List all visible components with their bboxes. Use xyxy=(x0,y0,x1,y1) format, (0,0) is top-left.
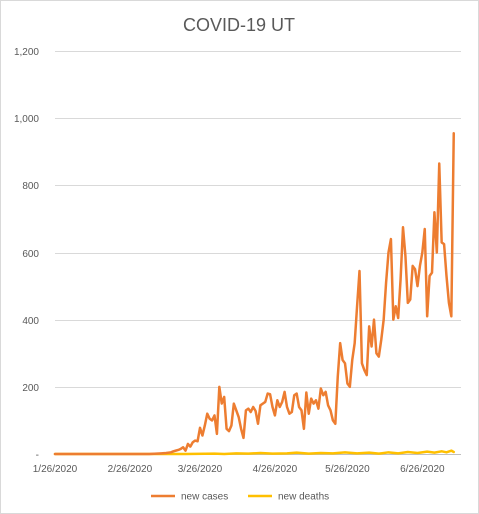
x-axis-ticks: 1/26/2020 2/26/2020 3/26/2020 4/26/2020 5/26… xyxy=(33,464,445,475)
y-axis-ticks: - 200 400 600 800 1,000 1,200 xyxy=(14,47,39,461)
x-tick-label: 1/26/2020 xyxy=(33,464,78,475)
series-lines xyxy=(53,132,455,456)
y-tick-label: 1,000 xyxy=(14,114,39,125)
legend-item: new cases xyxy=(151,492,228,503)
chart-title: COVID-19 UT xyxy=(183,15,295,35)
x-tick-label: 2/26/2020 xyxy=(108,464,153,475)
legend-label: new cases xyxy=(181,492,228,503)
legend-label: new deaths xyxy=(278,492,329,503)
y-tick-label: 1,200 xyxy=(14,47,39,58)
series-line-new-deaths xyxy=(53,449,455,456)
legend-item: new deaths xyxy=(248,492,329,503)
series-line-new-cases xyxy=(53,132,455,456)
legend: new cases new deaths xyxy=(151,492,329,503)
gridlines xyxy=(55,51,461,455)
x-tick-label: 5/26/2020 xyxy=(325,464,370,475)
y-tick-label: 600 xyxy=(22,249,39,260)
x-tick-label: 3/26/2020 xyxy=(178,464,223,475)
y-tick-label: 800 xyxy=(22,181,39,192)
x-tick-label: 6/26/2020 xyxy=(400,464,445,475)
x-tick-label: 4/26/2020 xyxy=(253,464,298,475)
y-tick-label: 400 xyxy=(22,316,39,327)
y-tick-label: 200 xyxy=(22,383,39,394)
y-tick-label: - xyxy=(36,450,39,461)
